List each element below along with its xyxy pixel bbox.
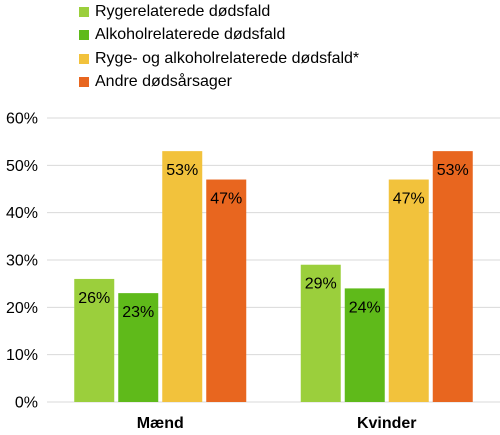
y-tick-label: 10% (6, 347, 38, 364)
y-tick-label: 60% (6, 111, 38, 128)
bars (74, 151, 473, 402)
y-axis-tick-labels: 0% 10% 20% 30% 40% 50% 60% (6, 111, 38, 412)
bar (206, 179, 247, 402)
legend-swatch (79, 30, 89, 41)
data-label: 53% (437, 162, 469, 179)
bar (344, 288, 385, 402)
bar (118, 293, 159, 402)
data-label: 23% (122, 304, 154, 321)
data-label: 29% (305, 276, 337, 293)
data-label: 47% (393, 191, 425, 208)
bar (388, 179, 429, 402)
chart-legend: Rygerelaterede dødsfald Alkoholrelatered… (79, 0, 359, 94)
legend-swatch (79, 53, 89, 64)
bar (74, 278, 115, 402)
legend-item-alcohol: Alkoholrelaterede dødsfald (79, 24, 359, 48)
legend-item-smoking-alcohol: Ryge- og alkoholrelaterede dødsfald* (79, 47, 359, 71)
legend-label: Andre dødsårsager (95, 73, 232, 91)
x-category-label: Kvinder (357, 415, 417, 432)
legend-swatch (79, 77, 89, 88)
y-tick-label: 50% (6, 158, 38, 175)
bar (300, 264, 341, 402)
y-tick-label: 30% (6, 253, 38, 270)
legend-label: Alkoholrelaterede dødsfald (95, 26, 286, 44)
data-label: 47% (210, 191, 242, 208)
bar (162, 151, 203, 402)
data-label: 26% (78, 290, 110, 307)
data-label: 53% (166, 162, 198, 179)
data-labels: 26% 23% 53% 47% 29% 24% 47% 53% (78, 162, 469, 321)
bar (432, 151, 473, 402)
y-tick-label: 0% (15, 395, 38, 412)
x-category-label: Mænd (137, 415, 184, 432)
data-label: 24% (349, 299, 381, 316)
gridlines (47, 117, 500, 403)
x-axis-category-labels: Mænd Kvinder (137, 415, 417, 432)
legend-label: Rygerelaterede dødsfald (95, 2, 271, 20)
legend-swatch (79, 6, 89, 17)
legend-item-smoking: Rygerelaterede dødsfald (79, 0, 359, 24)
legend-item-other: Andre dødsårsager (79, 71, 359, 95)
legend-label: Ryge- og alkoholrelaterede dødsfald* (95, 49, 360, 67)
y-tick-label: 40% (6, 205, 38, 222)
y-tick-label: 20% (6, 300, 38, 317)
